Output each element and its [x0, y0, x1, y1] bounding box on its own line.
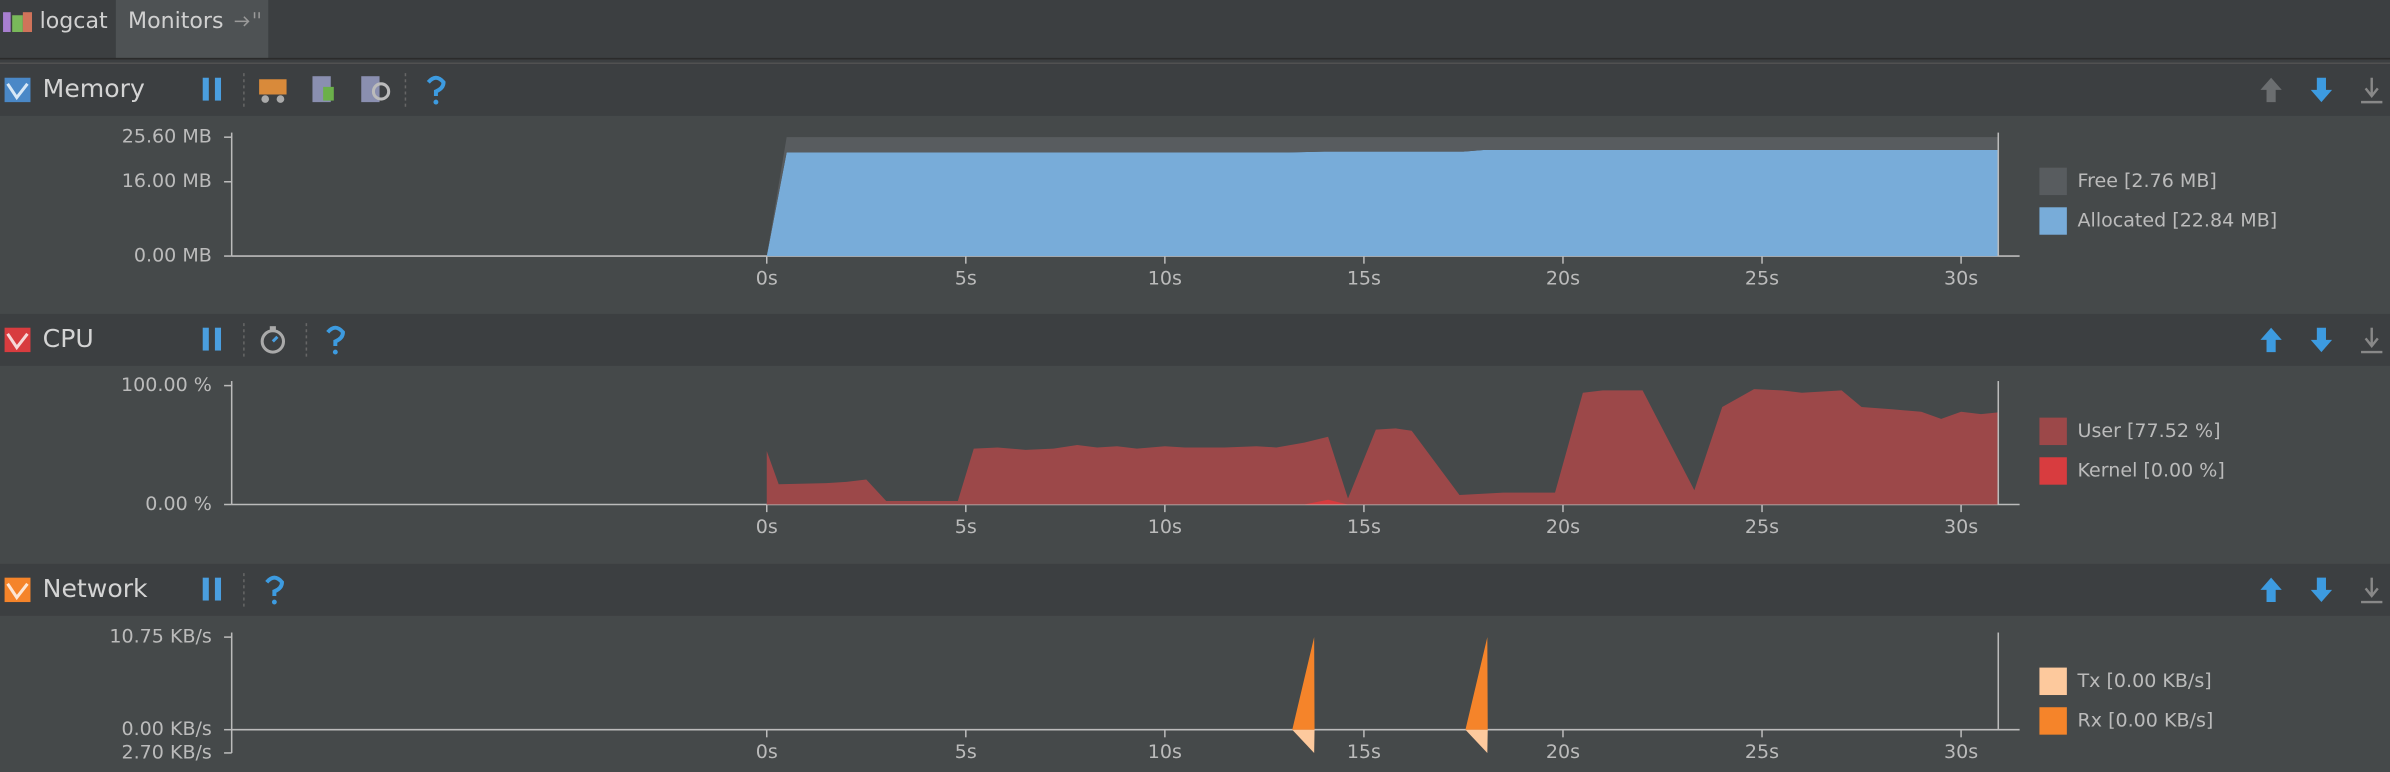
legend-label: Kernel [0.00 %] [2078, 459, 2225, 481]
x-tick-label: 10s [1148, 267, 1182, 289]
memory-header [0, 64, 2390, 116]
cpu-icon [4, 327, 31, 353]
tab-pin-icon[interactable] [234, 12, 260, 27]
legend-label: Rx [0.00 KB/s] [2078, 709, 2214, 731]
x-tick-label: 20s [1546, 741, 1580, 763]
pause-button[interactable] [202, 327, 222, 351]
x-tick-label: 30s [1944, 516, 1978, 538]
x-tick-label: 0s [756, 741, 778, 763]
method-trace-button[interactable] [260, 326, 286, 354]
help-button[interactable] [426, 75, 446, 105]
x-tick-label: 25s [1745, 741, 1779, 763]
x-tick-label: 0s [756, 267, 778, 289]
memory-icon [4, 77, 31, 103]
y-tick-label: 0.00 KB/s [121, 718, 211, 740]
series-area [1292, 729, 1488, 753]
legend-label: User [77.52 %] [2078, 420, 2221, 442]
legend-label: Tx [0.00 KB/s] [2077, 670, 2212, 692]
tab-monitors[interactable]: Monitors [128, 8, 224, 34]
x-tick-label: 15s [1347, 516, 1381, 538]
y-tick-label: 25.60 MB [122, 126, 212, 148]
y-tick-label: 0.00 MB [134, 245, 212, 267]
x-tick-label: 5s [955, 267, 977, 289]
allocation-tracking-button[interactable] [361, 76, 391, 103]
minimize-button[interactable] [2361, 577, 2383, 604]
x-tick-label: 10s [1148, 516, 1182, 538]
network-icon [4, 577, 31, 603]
x-tick-label: 5s [955, 741, 977, 763]
tab-logcat[interactable]: logcat [40, 8, 108, 34]
pause-button[interactable] [202, 577, 222, 601]
x-tick-label: 25s [1745, 516, 1779, 538]
dump-heap-button[interactable] [312, 76, 334, 103]
monitor-title: Network [43, 574, 148, 603]
help-button[interactable] [265, 575, 284, 605]
x-tick-label: 20s [1546, 516, 1580, 538]
minimize-button[interactable] [2361, 327, 2383, 354]
y-tick-label: 16.00 MB [122, 170, 212, 192]
y-tick-label: 100.00 % [121, 374, 212, 396]
legend-swatch [2039, 457, 2067, 485]
x-tick-label: 25s [1745, 267, 1779, 289]
legend-swatch [2039, 667, 2067, 696]
series-area [766, 389, 1999, 505]
legend-swatch [2039, 167, 2067, 196]
move-up-button[interactable] [2260, 77, 2282, 103]
series-area [766, 149, 1999, 257]
x-tick-label: 15s [1347, 741, 1381, 763]
cpu-header [0, 313, 2390, 366]
series-area [766, 137, 1999, 257]
tab-bar [0, 0, 2390, 58]
x-tick-label: 20s [1546, 267, 1580, 289]
move-down-button[interactable] [2310, 77, 2333, 103]
pause-button[interactable] [202, 77, 222, 101]
gc-button[interactable] [259, 79, 287, 103]
y-tick-label: 0.00 % [145, 493, 212, 515]
monitor-title: CPU [43, 324, 94, 353]
help-button[interactable] [326, 325, 345, 355]
legend-label: Allocated [22.84 MB] [2078, 210, 2278, 232]
logcat-icon [3, 12, 33, 33]
series-area [1292, 637, 1488, 730]
move-up-button[interactable] [2260, 577, 2282, 603]
move-down-button[interactable] [2310, 577, 2333, 603]
minimize-button[interactable] [2361, 77, 2383, 104]
y-tick-label: 2.70 KB/s [121, 741, 211, 763]
tab-selected-bg [115, 0, 269, 58]
network-header [0, 563, 2390, 616]
monitor-title: Memory [43, 74, 145, 103]
x-tick-label: 15s [1347, 267, 1381, 289]
x-tick-label: 10s [1148, 741, 1182, 763]
x-tick-label: 5s [955, 516, 977, 538]
x-tick-label: 30s [1944, 267, 1978, 289]
legend-label: Free [2.76 MB] [2078, 170, 2217, 192]
x-tick-label: 30s [1944, 741, 1978, 763]
legend-swatch [2039, 417, 2067, 446]
legend-swatch [2039, 207, 2067, 235]
legend-swatch [2039, 707, 2067, 735]
network-panel [0, 615, 2390, 772]
x-tick-label: 0s [756, 516, 778, 538]
y-tick-label: 10.75 KB/s [109, 626, 211, 648]
